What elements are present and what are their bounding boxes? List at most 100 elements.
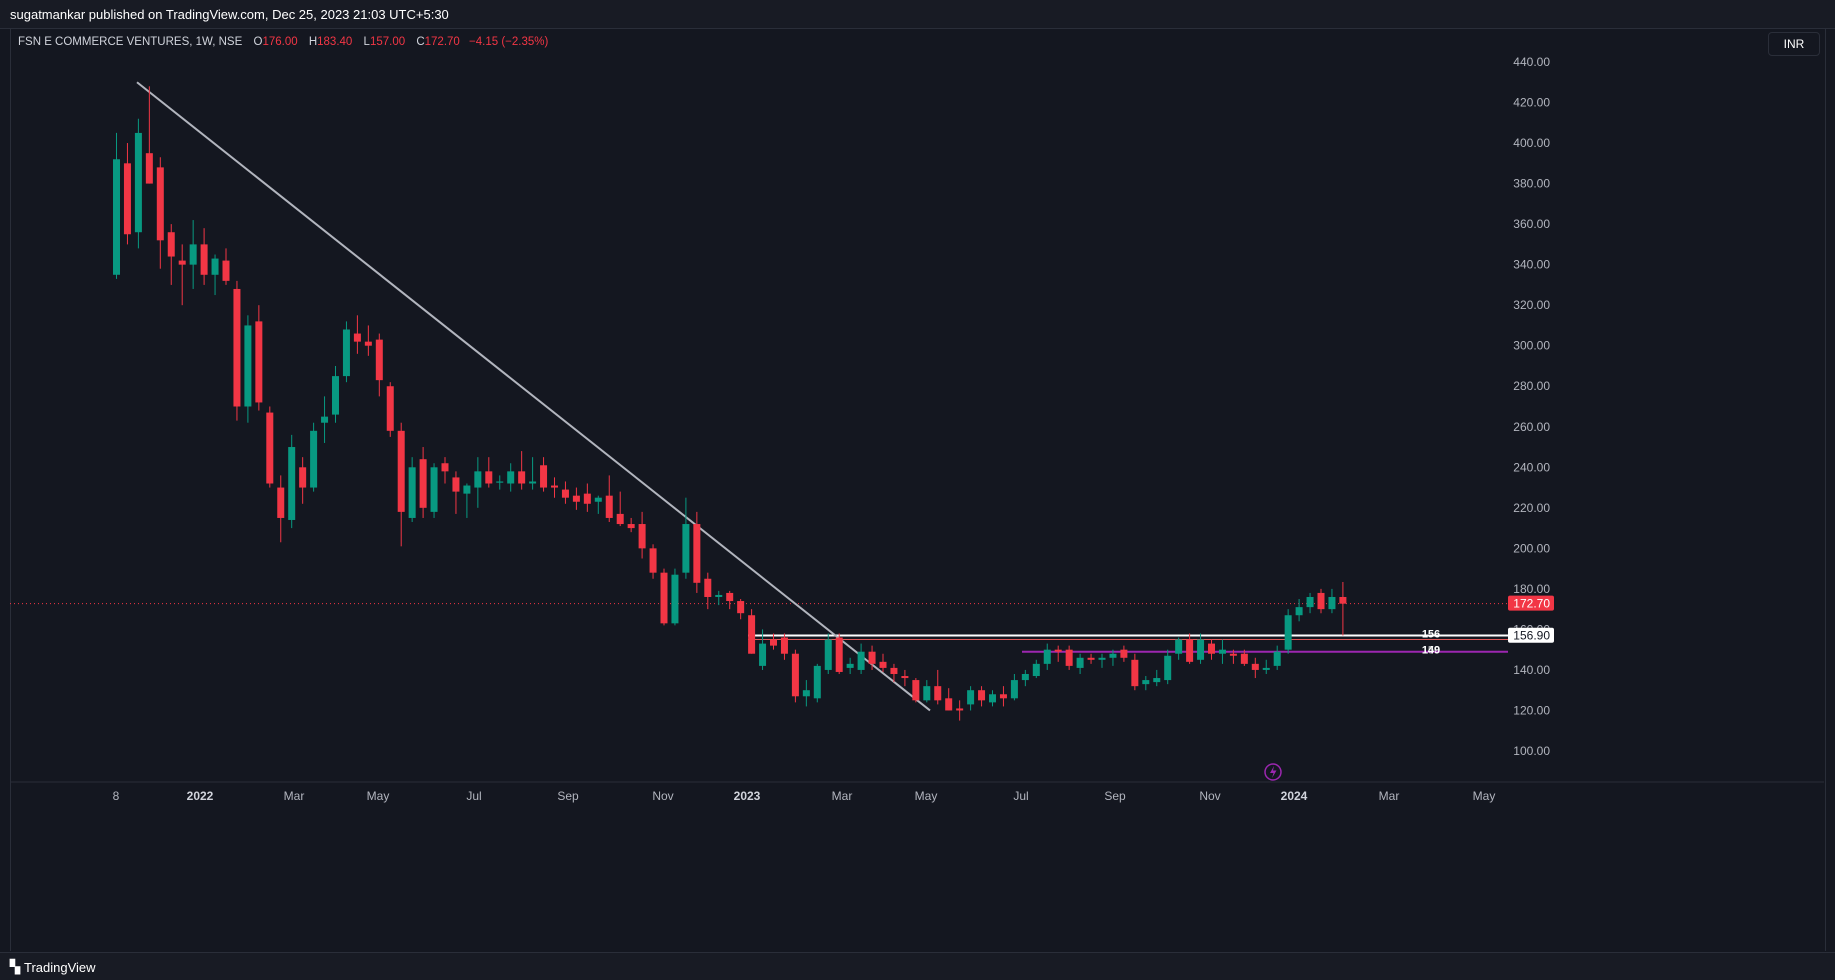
candle-body bbox=[1153, 678, 1161, 683]
candle-body bbox=[791, 653, 799, 697]
candle-body bbox=[890, 667, 898, 674]
candle-body bbox=[145, 153, 153, 184]
candle-body bbox=[1054, 649, 1062, 652]
candle-body bbox=[726, 592, 734, 602]
candle-body bbox=[1229, 653, 1237, 656]
candle bbox=[1197, 633, 1205, 664]
candle-body bbox=[572, 495, 580, 502]
candle-body bbox=[1109, 653, 1117, 658]
candle bbox=[452, 471, 460, 514]
candle bbox=[1175, 637, 1183, 660]
candle bbox=[1339, 581, 1347, 636]
candle-body bbox=[583, 493, 591, 504]
y-axis: 100.00120.00140.00160.00180.00200.00220.… bbox=[1513, 55, 1550, 758]
candle-body bbox=[1087, 657, 1095, 660]
candle-body bbox=[255, 321, 263, 403]
change-value: −4.15 (−2.35%) bbox=[469, 36, 549, 48]
y-tick-label: 440.00 bbox=[1513, 55, 1550, 69]
candle-body bbox=[999, 694, 1007, 699]
y-tick-label: 380.00 bbox=[1513, 177, 1550, 191]
currency-button[interactable]: INR bbox=[1768, 32, 1820, 56]
candle bbox=[255, 305, 263, 411]
x-tick-label: Nov bbox=[652, 789, 673, 803]
candle-body bbox=[923, 686, 931, 701]
candle bbox=[1240, 649, 1248, 666]
x-tick-label: May bbox=[367, 789, 390, 803]
candle-body bbox=[156, 167, 164, 241]
candle bbox=[693, 511, 701, 593]
candle bbox=[1218, 639, 1226, 664]
candle-body bbox=[518, 471, 526, 484]
candle bbox=[507, 463, 515, 492]
y-tick-label: 340.00 bbox=[1513, 258, 1550, 272]
candle-body bbox=[967, 690, 975, 705]
candle-body bbox=[1240, 653, 1248, 664]
candle bbox=[989, 690, 996, 707]
candle bbox=[824, 633, 832, 674]
candle bbox=[386, 382, 394, 437]
low-label: L bbox=[363, 36, 370, 48]
candle-body bbox=[813, 665, 821, 699]
x-tick-label: 2023 bbox=[734, 789, 761, 803]
candle bbox=[156, 157, 164, 269]
candle bbox=[364, 325, 372, 356]
candle bbox=[1262, 659, 1270, 674]
candle bbox=[123, 143, 131, 245]
candle bbox=[846, 657, 854, 674]
candle bbox=[299, 457, 307, 504]
x-tick-label: Nov bbox=[1199, 789, 1220, 803]
x-tick-label: 8 bbox=[113, 789, 120, 803]
candle bbox=[1273, 645, 1281, 670]
candle-body bbox=[857, 651, 865, 670]
candle-body bbox=[419, 459, 427, 508]
candle bbox=[770, 633, 777, 650]
candle bbox=[802, 680, 810, 707]
level-label-150: 150 bbox=[1422, 645, 1440, 657]
candle-body bbox=[901, 676, 909, 679]
candle-body bbox=[1032, 663, 1040, 677]
candle-body bbox=[342, 329, 350, 377]
candle-body bbox=[485, 471, 493, 484]
tradingview-brand[interactable]: ▚ TradingView bbox=[10, 959, 96, 975]
candle-body bbox=[802, 690, 810, 697]
candle bbox=[1328, 588, 1336, 614]
candle bbox=[1087, 653, 1095, 664]
candle-body bbox=[1273, 651, 1281, 666]
candle-body bbox=[1295, 607, 1303, 616]
candle-body bbox=[332, 376, 339, 415]
candle-body bbox=[693, 524, 701, 583]
candle bbox=[737, 599, 745, 620]
candle bbox=[321, 396, 329, 443]
candle bbox=[529, 457, 537, 490]
candle bbox=[967, 686, 975, 711]
candle bbox=[1120, 645, 1128, 662]
y-tick-label: 120.00 bbox=[1513, 703, 1550, 717]
candle bbox=[1043, 643, 1051, 670]
candle-body bbox=[1284, 615, 1292, 650]
candle bbox=[594, 495, 602, 514]
chart-frame[interactable] bbox=[10, 28, 1826, 951]
candle-body bbox=[233, 288, 241, 407]
candle-body bbox=[868, 651, 876, 664]
candle bbox=[134, 118, 142, 249]
candle-body bbox=[1010, 680, 1018, 699]
candle bbox=[277, 475, 285, 543]
candle bbox=[726, 590, 734, 610]
candle bbox=[1295, 599, 1303, 622]
candle-body bbox=[386, 386, 394, 431]
candle-body bbox=[945, 698, 953, 711]
candle-body bbox=[1339, 596, 1347, 604]
candle-body bbox=[474, 471, 482, 488]
candle-body bbox=[1262, 667, 1270, 670]
y-tick-label: 240.00 bbox=[1513, 460, 1550, 474]
lightning-circle bbox=[1264, 763, 1282, 781]
high-value: 183.40 bbox=[317, 36, 353, 48]
candle-body bbox=[134, 132, 142, 233]
candle bbox=[1054, 645, 1062, 662]
candle-body bbox=[123, 163, 131, 235]
downtrend-line bbox=[136, 81, 931, 712]
candle-body bbox=[288, 447, 296, 520]
level-label-156: 156 bbox=[1422, 628, 1440, 640]
candle-body bbox=[408, 467, 416, 518]
